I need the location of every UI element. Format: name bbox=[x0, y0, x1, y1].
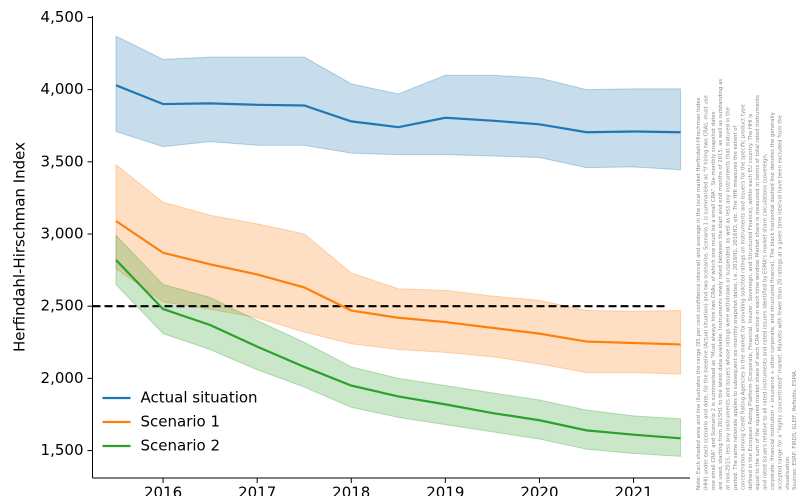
y-tick-label: 3,500 bbox=[41, 152, 84, 170]
legend-label: Scenario 1 bbox=[141, 413, 221, 431]
x-tick-label: 2017 bbox=[238, 484, 276, 496]
confidence-band bbox=[115, 234, 682, 457]
legend-label: Scenario 2 bbox=[141, 437, 221, 455]
note-text: concentration among Credit Rating Agenci… bbox=[740, 104, 746, 490]
x-tick-label: 2020 bbox=[520, 484, 558, 496]
x-tick-label: 2019 bbox=[426, 484, 464, 496]
y-axis-label: Herfindahl-Hirschman Index bbox=[11, 142, 29, 352]
note-text: visualisation. bbox=[785, 455, 791, 490]
series-line bbox=[115, 84, 681, 134]
confidence-band bbox=[115, 163, 682, 375]
note-text: defined in the European Rating Platform … bbox=[748, 113, 754, 490]
y-tick-label: 4,000 bbox=[41, 80, 84, 98]
y-tick-label: 4,500 bbox=[41, 8, 84, 26]
y-tick-label: 2,000 bbox=[41, 369, 84, 387]
note-text: equal to the sum of the squared market s… bbox=[755, 95, 761, 490]
note-text: Note: Each shaded area and line illustra… bbox=[696, 97, 702, 490]
series-line bbox=[115, 220, 681, 346]
note-text: (HHI) under each scenario and date, for … bbox=[703, 95, 709, 490]
note-text: at mid-2015, less any instruments and is… bbox=[726, 107, 732, 490]
y-tick-label: 1,500 bbox=[41, 441, 84, 459]
note-text: are used, starting from 2015H1 to the la… bbox=[718, 79, 724, 490]
note-text: corporate: financial institution + insur… bbox=[770, 112, 776, 490]
x-tick-label: 2018 bbox=[332, 484, 370, 496]
note-text: period. The same rationale applies to su… bbox=[733, 126, 739, 490]
legend-label: Actual situation bbox=[141, 389, 258, 407]
note-text: accepted range for a "highly concentrate… bbox=[777, 115, 783, 490]
x-tick-label: 2021 bbox=[614, 484, 652, 496]
confidence-band bbox=[115, 35, 682, 171]
x-tick-label: 2016 bbox=[144, 484, 182, 496]
note-text: one small CRA" and Scenario 2 is summari… bbox=[711, 111, 717, 490]
note-text: and rated issuers relative to all rated … bbox=[763, 153, 769, 490]
y-tick-label: 2,500 bbox=[41, 297, 84, 315]
series-line bbox=[115, 259, 681, 440]
note-text: Sources: ESRP, FIRDS, GLEIF, Refinitiv, … bbox=[792, 369, 798, 490]
y-tick-label: 3,000 bbox=[41, 225, 84, 243]
